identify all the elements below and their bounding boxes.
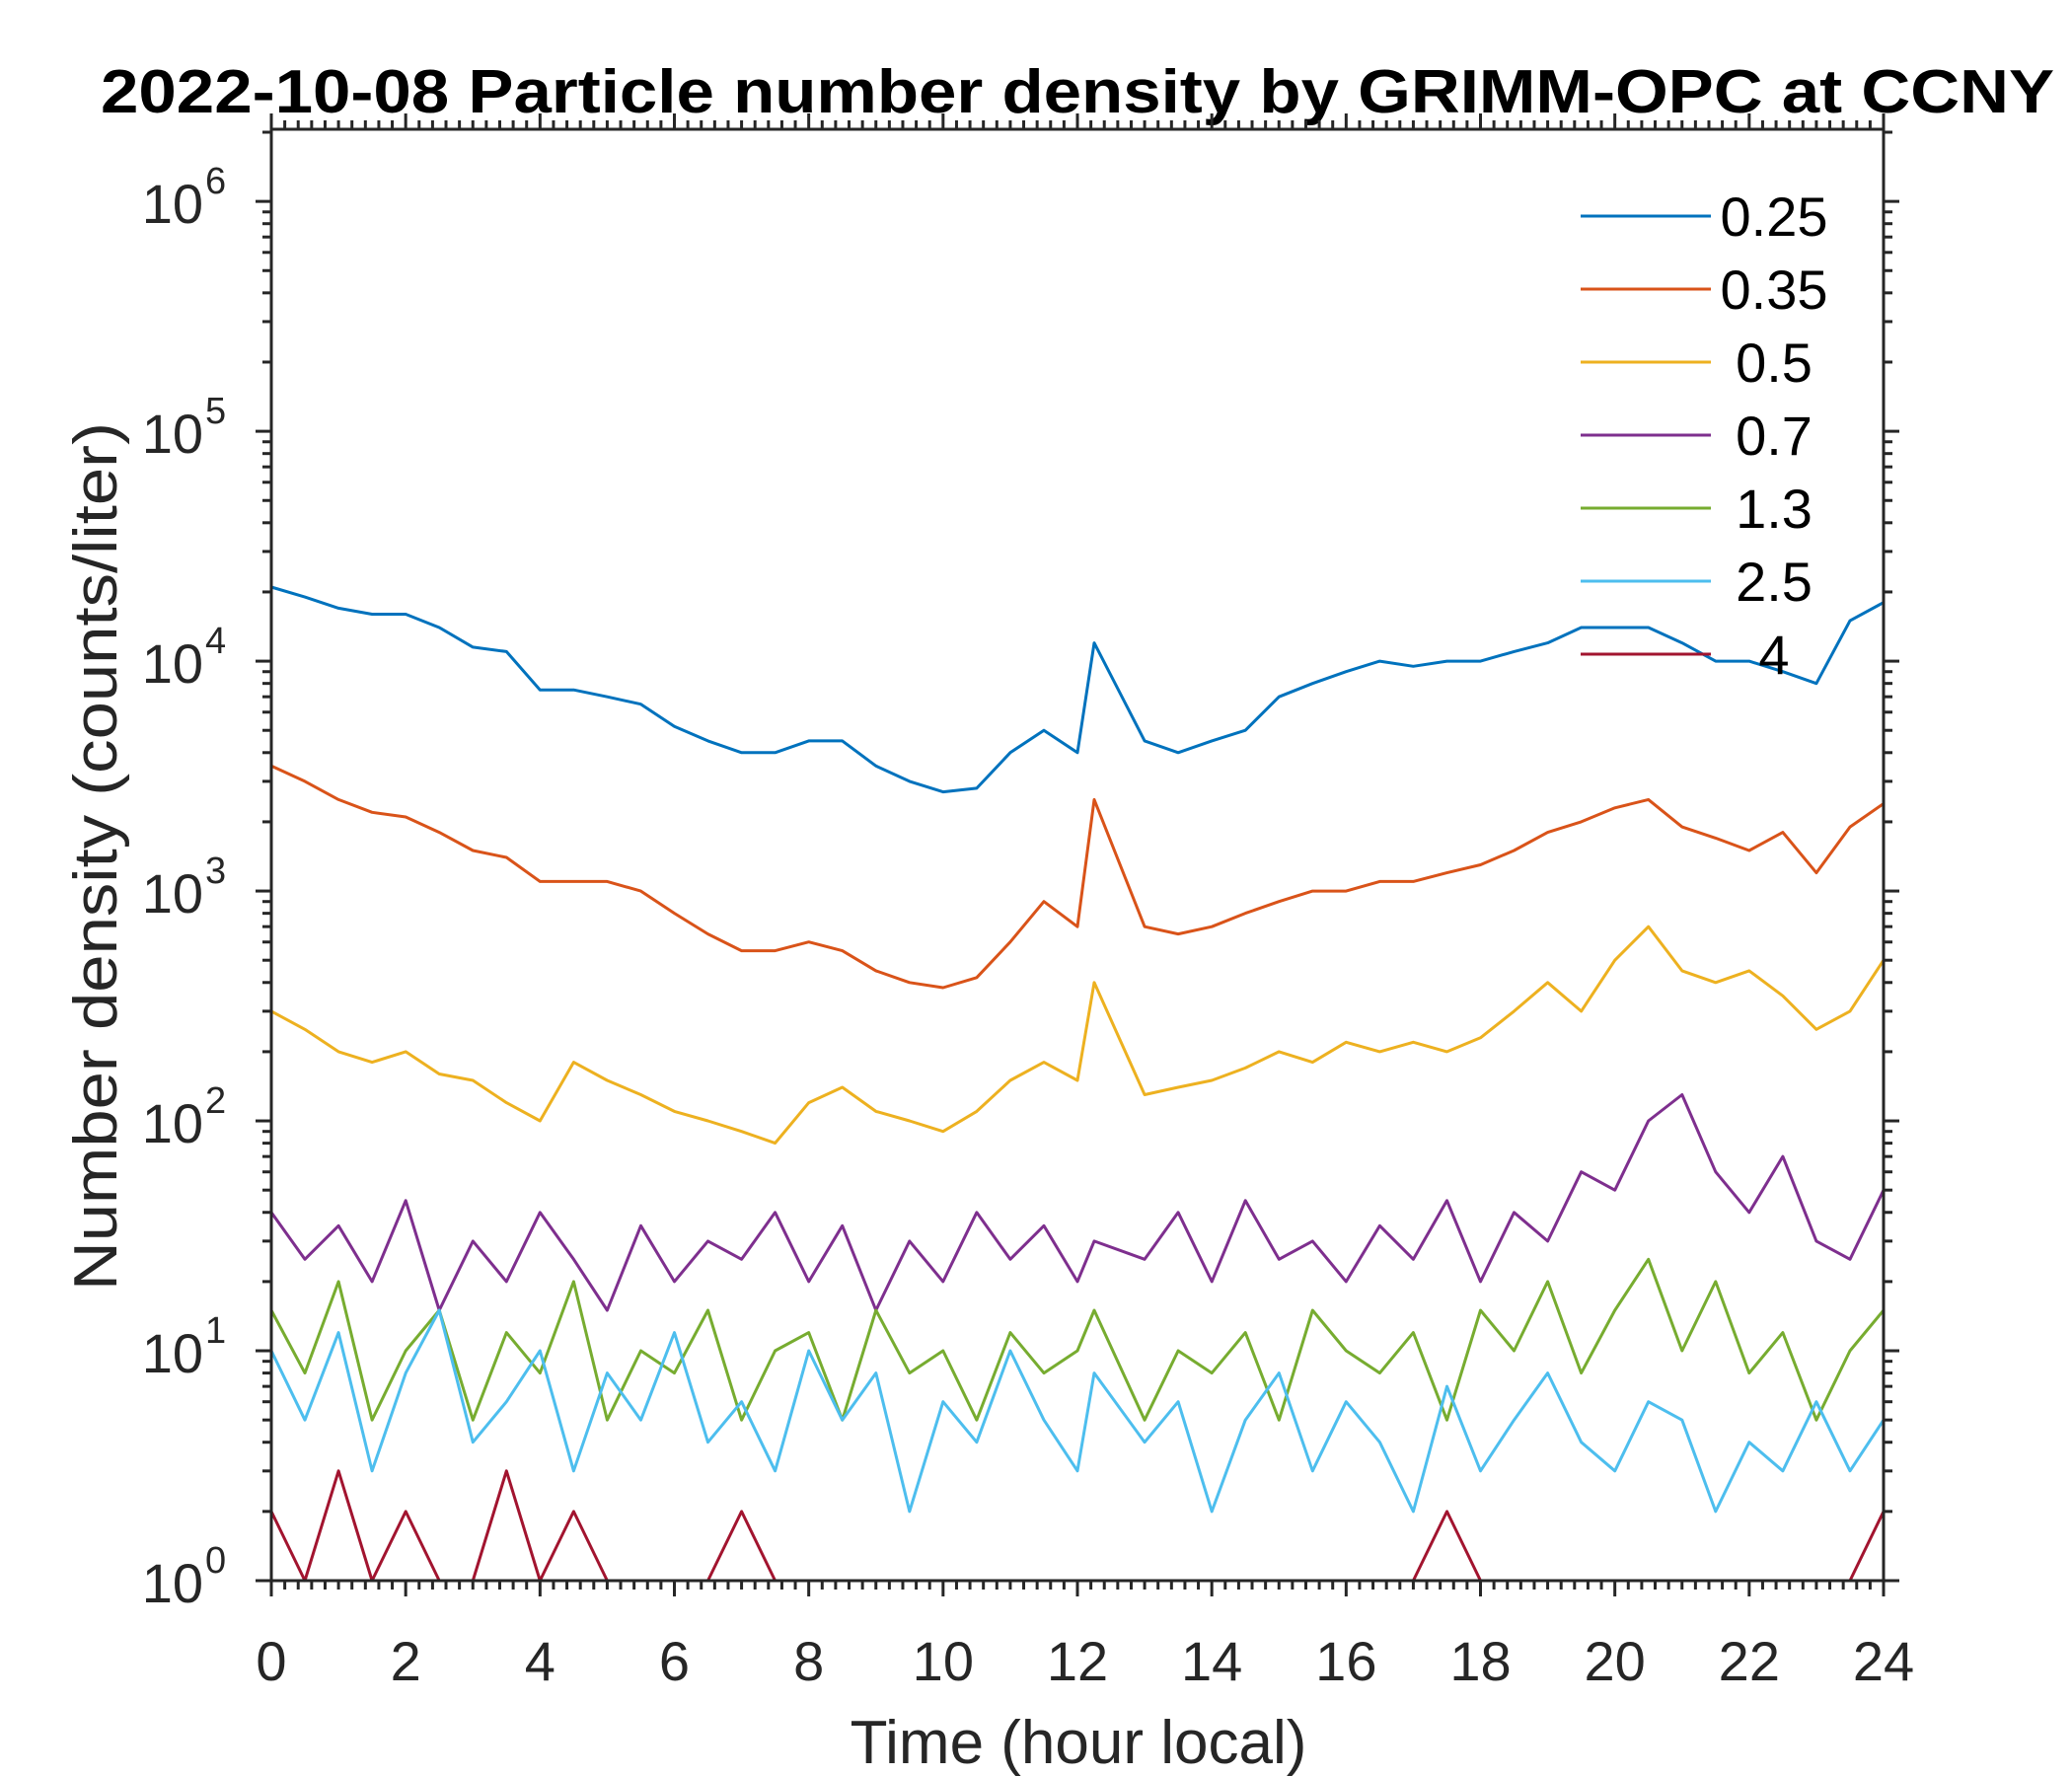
y-tick-base: 10 [142, 1322, 203, 1384]
legend-label: 0.25 [1721, 185, 1828, 248]
y-tick-label: 10 6 [142, 161, 226, 235]
y-tick-base: 10 [142, 862, 203, 925]
y-tick-exponent: 6 [205, 161, 226, 202]
x-tick-label: 8 [793, 1630, 824, 1692]
series-line-1.3 [269, 1257, 1886, 1422]
x-tick-label: 0 [256, 1630, 286, 1692]
y-tick-label: 10 2 [142, 1080, 226, 1154]
y-tick-exponent: 3 [205, 851, 226, 892]
series-layer [269, 585, 1886, 1583]
x-tick-label: 10 [913, 1630, 974, 1692]
y-axis-label: Number density (counts/liter) [62, 422, 130, 1291]
legend-item-4: 4 [1581, 624, 1790, 686]
y-tick-base: 10 [142, 1092, 203, 1154]
legend: 0.25 0.35 0.5 0.7 1.3 2.5 4 [1581, 185, 1828, 686]
x-tick-label: 20 [1585, 1630, 1646, 1692]
y-tick-base: 10 [142, 403, 203, 465]
legend-item-1.3: 1.3 [1581, 478, 1813, 540]
x-tick-label: 16 [1315, 1630, 1376, 1692]
legend-label: 0.35 [1721, 259, 1828, 321]
y-tick-exponent: 1 [205, 1310, 226, 1352]
x-tick-label: 24 [1853, 1630, 1914, 1692]
legend-item-0.35: 0.35 [1581, 259, 1828, 321]
x-tick-label: 22 [1719, 1630, 1780, 1692]
y-tick-base: 10 [142, 173, 203, 235]
series-line-2.5 [269, 1308, 1886, 1514]
legend-label: 2.5 [1736, 551, 1813, 613]
y-tick-label: 10 3 [142, 851, 226, 925]
x-tick-label: 2 [391, 1630, 421, 1692]
y-tick-exponent: 5 [205, 391, 226, 432]
legend-label: 0.5 [1736, 332, 1813, 394]
y-tick-base: 10 [142, 632, 203, 695]
y-tick-exponent: 4 [205, 621, 226, 662]
y-tick-label: 10 5 [142, 391, 226, 465]
plot-frame [269, 127, 1886, 1583]
x-tick-label: 4 [525, 1630, 555, 1692]
x-tick-label: 14 [1181, 1630, 1242, 1692]
series-line-0.7 [269, 1093, 1886, 1312]
y-tick-label: 10 1 [142, 1310, 226, 1384]
series-line-4 [269, 1469, 1886, 1583]
x-tick-label: 18 [1449, 1630, 1511, 1692]
legend-item-2.5: 2.5 [1581, 551, 1813, 613]
legend-label: 1.3 [1736, 478, 1813, 540]
y-tick-exponent: 2 [205, 1080, 226, 1122]
legend-item-0.5: 0.5 [1581, 332, 1813, 394]
series-line-0.35 [270, 764, 1885, 990]
legend-item-0.25: 0.25 [1581, 185, 1828, 248]
series-line-0.25 [270, 585, 1885, 794]
legend-label: 4 [1758, 624, 1789, 686]
y-tick-exponent: 0 [205, 1540, 226, 1582]
y-tick-label: 10 0 [142, 1540, 226, 1614]
x-tick-label: 12 [1047, 1630, 1108, 1692]
legend-item-0.7: 0.7 [1581, 405, 1813, 467]
y-tick-base: 10 [142, 1552, 203, 1614]
legend-label: 0.7 [1736, 405, 1813, 467]
x-tick-label: 6 [659, 1630, 690, 1692]
y-tick-label: 10 4 [142, 621, 226, 695]
series-line-0.5 [270, 925, 1886, 1146]
x-axis-label: Time (hour local) [851, 1709, 1307, 1776]
